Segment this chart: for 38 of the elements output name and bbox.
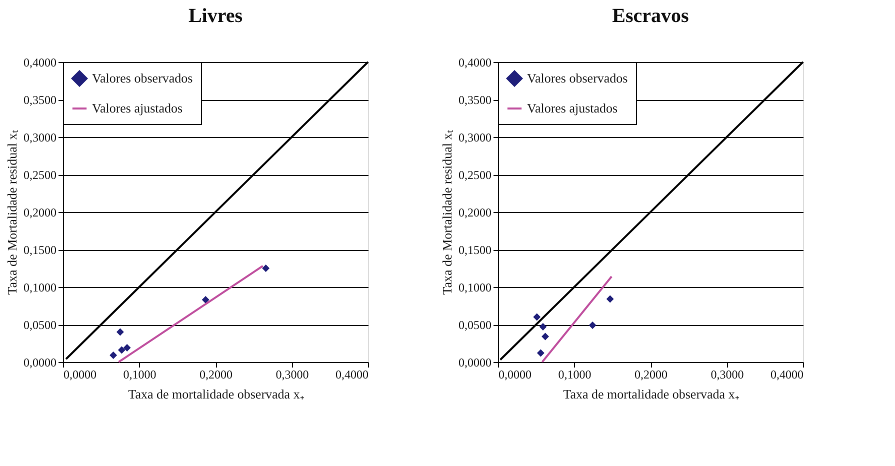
y-tick-label: 0,1000 — [24, 280, 56, 294]
y-tick-label: 0,4000 — [458, 56, 492, 70]
y-tick-label: 0,1000 — [458, 280, 492, 294]
y-tick-label: 0,0500 — [24, 318, 56, 332]
x-tick-label: 0,3000 — [710, 368, 744, 382]
y-tick-label: 0,4000 — [24, 56, 56, 70]
x-tick-label: 0,0000 — [64, 368, 96, 382]
y-tick-label: 0,0000 — [458, 356, 492, 370]
y-tick-label: 0,3500 — [24, 93, 56, 107]
y-tick-label: 0,3500 — [458, 93, 492, 107]
y-tick-label: 0,0500 — [458, 318, 492, 332]
y-tick-label: 0,2000 — [458, 206, 492, 220]
x-tick-label: 0,4000 — [770, 368, 804, 382]
legend-label: Valores ajustados — [92, 100, 183, 116]
x-tick-label: 0,2000 — [634, 368, 668, 382]
y-tick-label: 0,3000 — [458, 130, 492, 144]
x-tick-label: 0,1000 — [558, 368, 592, 382]
y-axis-title: Taxa de Mortalidade residual xₜ — [440, 130, 454, 295]
legend-label: Valores ajustados — [527, 100, 618, 116]
x-tick-label: 0,2000 — [200, 368, 232, 382]
x-tick-label: 0,3000 — [276, 368, 309, 382]
x-tick-label: 0,4000 — [336, 368, 368, 382]
x-axis-title: Taxa de mortalidade observada x₊ — [128, 386, 304, 402]
x-tick-label: 0,0000 — [498, 368, 532, 382]
y-tick-label: 0,0000 — [24, 356, 56, 370]
y-tick-label: 0,2000 — [24, 206, 56, 220]
legend-label: Valores observados — [527, 70, 628, 86]
x-tick-label: 0,1000 — [123, 368, 156, 382]
chart-title: Livres — [188, 5, 243, 27]
y-tick-label: 0,2500 — [24, 168, 56, 182]
x-axis-title: Taxa de mortalidade observada x₊ — [563, 386, 739, 402]
y-axis-title: Taxa de Mortalidade residual xₜ — [4, 130, 20, 295]
y-tick-label: 0,1500 — [458, 243, 492, 257]
legend-label: Valores observados — [92, 70, 193, 86]
y-tick-label: 0,1500 — [24, 243, 56, 257]
y-tick-label: 0,2500 — [458, 168, 492, 182]
chart-title: Escravos — [612, 5, 690, 27]
y-tick-label: 0,3000 — [24, 130, 56, 144]
